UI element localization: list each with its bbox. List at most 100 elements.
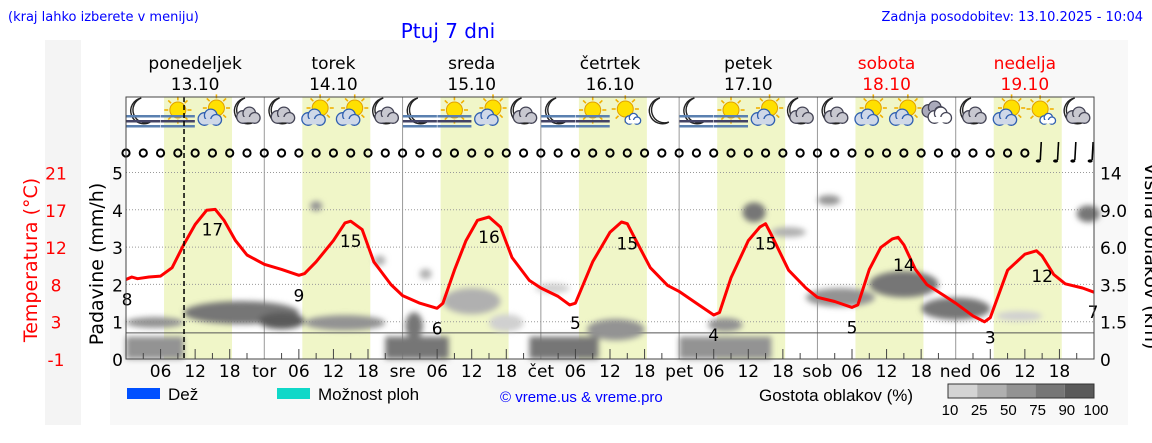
sun-ray [309, 97, 314, 102]
daylight-band [717, 97, 786, 359]
sun-cloud-icon [335, 94, 369, 126]
sun-disc [584, 101, 602, 119]
sun-ray [1017, 97, 1022, 102]
sun-disc [169, 101, 187, 119]
cloud-base [275, 117, 292, 123]
no-precip-marker [709, 148, 719, 158]
fog-line [714, 115, 748, 118]
fog-line [437, 120, 472, 123]
sun-ray [482, 97, 487, 102]
no-precip-marker [951, 148, 961, 158]
x-tick-hour: 12 [737, 362, 759, 382]
no-precip-marker [242, 148, 252, 158]
cloud-patch [258, 312, 305, 330]
x-tick-hour: 18 [772, 362, 794, 382]
temperature-label: 16 [478, 228, 500, 248]
no-precip-marker [605, 148, 615, 158]
temp-tick: 8 [51, 276, 62, 296]
fog-line [160, 120, 195, 123]
cloud-height-tick: 14 [1100, 165, 1122, 185]
precip-axis-label: Padavine (mm/h) [86, 183, 108, 346]
cloud-icon [927, 106, 953, 124]
cloud-icon [374, 106, 400, 124]
x-tick-hour: 18 [495, 362, 517, 382]
sun-disc [616, 100, 634, 118]
temperature-label: 17 [202, 221, 224, 241]
fog-line [575, 125, 610, 128]
cloud-patch [817, 195, 841, 206]
x-tick-day: tor [252, 362, 276, 382]
temp-tick: 12 [45, 239, 67, 259]
cloud-icon [854, 108, 880, 126]
x-tick-hour: 18 [634, 362, 656, 382]
no-precip-marker [328, 148, 339, 158]
fog-line [575, 115, 610, 118]
night-cloud-icon [821, 97, 849, 125]
density-level: 90 [1058, 402, 1075, 419]
density-level: 10 [942, 402, 959, 419]
sun-ray [598, 99, 603, 104]
sun-ray [222, 97, 227, 102]
fog-line [541, 120, 576, 123]
x-tick-hour: 12 [461, 362, 483, 382]
sun-ray [720, 99, 725, 104]
density-level: 25 [971, 402, 988, 419]
cloud-icon [624, 112, 642, 125]
cloud-patch [996, 311, 1043, 322]
temperature-label: 14 [893, 256, 915, 276]
temp-tick: 17 [45, 202, 67, 222]
low-cloud-patch [679, 336, 772, 359]
no-precip-marker [812, 148, 823, 158]
sun-ray [360, 97, 365, 102]
no-precip-marker [570, 148, 581, 158]
sun-ray [879, 114, 884, 119]
precip-tick: 5 [112, 165, 123, 185]
temperature-label: 15 [755, 235, 777, 255]
sun-small-cloud-icon [1026, 95, 1057, 125]
night-fog-icon [126, 97, 161, 128]
no-precip-marker [173, 148, 183, 158]
no-precip-marker [674, 148, 684, 158]
sun-cloud-icon [301, 94, 334, 126]
sun-disc [1031, 100, 1049, 118]
no-precip-marker [553, 148, 563, 158]
cloud-base [306, 119, 322, 125]
cloud-height-tick: 6.0 [1100, 239, 1127, 259]
sun-ray [914, 114, 919, 119]
fog-line [126, 125, 161, 128]
sun-ray [582, 99, 587, 104]
cloud-base [202, 119, 218, 125]
no-precip-marker [155, 148, 166, 158]
page-title: Ptuj 7 dni [401, 19, 496, 43]
temperature-label: 8 [122, 291, 133, 311]
sun-ray [737, 99, 742, 104]
sun-ray [326, 114, 331, 119]
fog-line [541, 125, 576, 128]
drizzle-drop [1070, 159, 1076, 163]
temperature-axis-label: Temperatura (°C) [20, 178, 42, 343]
sun-fog-icon [160, 96, 195, 128]
copyright-link[interactable]: © vreme.us & vreme.pro [500, 389, 663, 406]
low-cloud-patch [126, 336, 184, 359]
fog-icon [126, 115, 161, 128]
no-precip-marker [985, 148, 995, 158]
temperature-label: 15 [340, 232, 362, 252]
sun-cloud-icon [854, 94, 887, 126]
last-updated: Zadnja posodobitev: 13.10.2025 - 10:04 [881, 10, 1143, 25]
x-tick-hour: 18 [1049, 362, 1071, 382]
drizzle-icon [1053, 141, 1060, 163]
day-date: 19.10 [1001, 75, 1050, 95]
x-tick-hour: 18 [357, 362, 379, 382]
density-swatch [1006, 384, 1036, 398]
no-precip-marker [588, 148, 598, 158]
sun-cloud-icon [888, 94, 922, 126]
density-swatch [977, 384, 1007, 398]
cloud-icon [1065, 106, 1091, 124]
temperature-label: 6 [432, 319, 443, 339]
cloud-height-tick: 9.0 [1100, 202, 1127, 222]
x-tick-day: ned [940, 362, 972, 382]
temperature-labels: 8 17 9 15 6 16 5 15 4 15 5 14 3 12 7 [122, 221, 1099, 349]
cloud-patch [771, 227, 806, 238]
day-name: četrtek [580, 54, 641, 74]
x-tick-hour: 06 [703, 362, 725, 382]
